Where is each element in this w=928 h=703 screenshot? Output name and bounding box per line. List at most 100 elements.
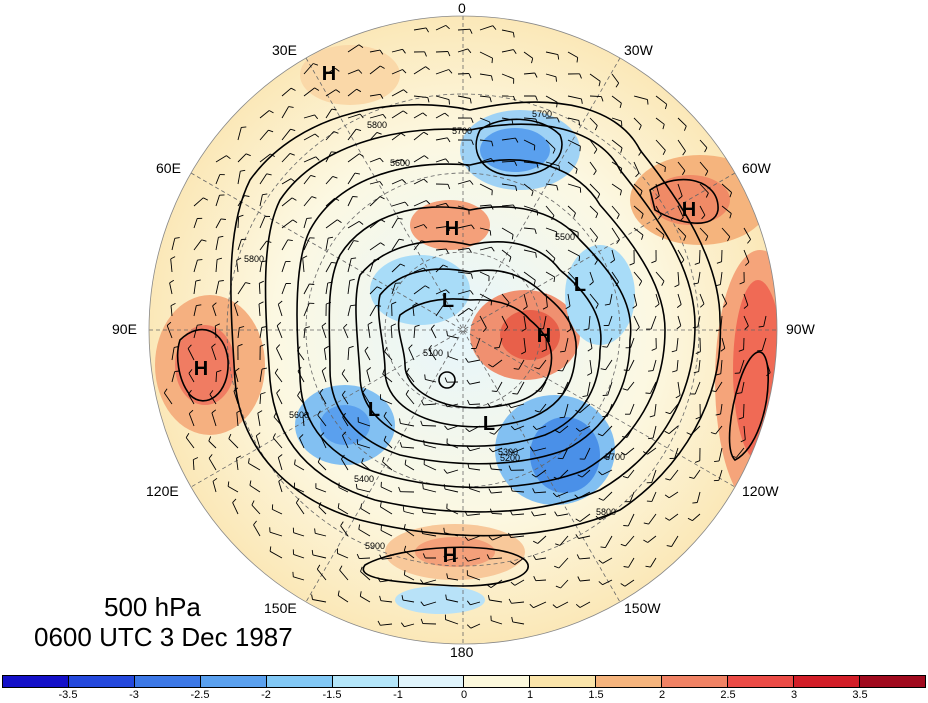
low-center-label: L bbox=[574, 274, 586, 296]
wind-barb-flag bbox=[556, 77, 557, 82]
level-title: 500 hPa bbox=[104, 592, 201, 623]
wind-barb bbox=[744, 404, 745, 417]
wind-barb-flag bbox=[197, 325, 202, 326]
low-center-label: L bbox=[368, 399, 380, 421]
valid-time-title: 0600 UTC 3 Dec 1987 bbox=[34, 622, 293, 653]
wind-barb-flag bbox=[602, 347, 607, 348]
colorbar-tick-label: -3 bbox=[129, 689, 139, 701]
lon-label-120w: 120W bbox=[742, 483, 779, 499]
contour-label: 5800 bbox=[244, 254, 264, 264]
colorbar bbox=[2, 675, 926, 688]
high-center-label: H bbox=[322, 63, 336, 85]
contour-label: 5900 bbox=[365, 541, 385, 551]
lon-label-150w: 150W bbox=[624, 600, 661, 616]
wind-barb-flag bbox=[534, 145, 535, 150]
lon-label-150e: 150E bbox=[264, 600, 297, 616]
wind-barb bbox=[216, 372, 217, 382]
wind-barb-flag bbox=[309, 284, 314, 285]
lon-label-60w: 60W bbox=[742, 160, 771, 176]
wind-barb bbox=[590, 96, 601, 97]
contour-label: 5800 bbox=[367, 120, 387, 130]
colorbar-tick-label: 2.5 bbox=[720, 689, 735, 701]
colorbar-tick-label: 3.5 bbox=[852, 689, 867, 701]
colorbar-box bbox=[135, 676, 201, 687]
contour-label: 5800 bbox=[596, 507, 616, 517]
lon-label-30e: 30E bbox=[272, 42, 297, 58]
wind-barb-flag bbox=[331, 152, 336, 153]
lon-label-120e: 120E bbox=[146, 483, 179, 499]
wind-barb-flag bbox=[665, 167, 666, 172]
wind-barb-flag bbox=[423, 484, 424, 489]
high-center-label: H bbox=[443, 545, 457, 567]
colorbar-tick-label: 2 bbox=[659, 689, 665, 701]
wind-barb-flag bbox=[315, 528, 316, 533]
colorbar-box bbox=[728, 676, 794, 687]
contour-label: 5100 bbox=[423, 348, 443, 358]
wind-barb-flag bbox=[425, 374, 426, 379]
wind-barb-flag bbox=[221, 219, 226, 220]
wind-barb-flag bbox=[175, 371, 180, 372]
colorbar-box bbox=[399, 676, 465, 687]
lon-label-90w: 90W bbox=[786, 321, 815, 337]
colorbar-box bbox=[662, 676, 728, 687]
wind-barb bbox=[492, 513, 502, 514]
lon-label-0: 0 bbox=[458, 0, 466, 16]
colorbar-tick-label: 1 bbox=[527, 689, 533, 701]
colorbar-tick-label: -3.5 bbox=[59, 689, 78, 701]
colorbar-box bbox=[464, 676, 530, 687]
polar-map: 5800 5700 5600 5500 5400 5300 5200 5100 … bbox=[0, 0, 928, 675]
colorbar-box bbox=[596, 676, 662, 687]
colorbar-tick-label: 3 bbox=[791, 689, 797, 701]
high-center-label: H bbox=[194, 358, 208, 380]
wind-barb bbox=[458, 74, 469, 75]
colorbar-box bbox=[201, 676, 267, 687]
wind-barb-flag bbox=[492, 391, 497, 392]
wind-barb bbox=[700, 250, 701, 263]
wind-barb-flag bbox=[351, 305, 356, 306]
colorbar-tick-label: -1 bbox=[393, 689, 403, 701]
colorbar-box bbox=[267, 676, 333, 687]
colorbar-box bbox=[3, 676, 69, 687]
contour-label: 5600 bbox=[289, 410, 309, 420]
wind-barb-flag bbox=[648, 100, 649, 105]
wind-barb bbox=[470, 404, 481, 405]
wind-barb-flag bbox=[648, 371, 653, 372]
lon-label-90e: 90E bbox=[112, 321, 137, 337]
wind-barb-flag bbox=[449, 100, 450, 105]
wind-barb-flag bbox=[692, 503, 697, 504]
low-center-label: L bbox=[442, 290, 454, 312]
contour-label: 5700 bbox=[605, 452, 625, 462]
high-center-label: H bbox=[445, 218, 459, 240]
wind-barb-flag bbox=[381, 526, 382, 531]
wind-barb-flag bbox=[490, 231, 491, 236]
contour-label: 5400 bbox=[354, 474, 374, 484]
colorbar-box bbox=[333, 676, 399, 687]
wind-barb-flag bbox=[492, 58, 493, 63]
wind-barb bbox=[422, 426, 436, 427]
low-center-label: L bbox=[483, 413, 495, 435]
contour-label: 5200 bbox=[500, 453, 520, 463]
contour-label: 5700 bbox=[452, 126, 472, 136]
colorbar-tick-label: -1.5 bbox=[323, 689, 342, 701]
wind-barb bbox=[436, 52, 448, 53]
wind-barb-flag bbox=[403, 507, 404, 512]
lon-label-30w: 30W bbox=[624, 42, 653, 58]
wind-barb bbox=[359, 558, 370, 559]
wind-barb-flag bbox=[197, 260, 202, 261]
colorbar-box bbox=[860, 676, 925, 687]
colorbar-box bbox=[794, 676, 860, 687]
wind-barb-flag bbox=[512, 394, 517, 395]
wind-barb-flag bbox=[241, 127, 246, 128]
contour-label: 5600 bbox=[390, 158, 410, 168]
colorbar-box bbox=[69, 676, 135, 687]
wind-barb-flag bbox=[491, 300, 492, 305]
wind-barb-flag bbox=[404, 570, 405, 575]
wind-barb bbox=[238, 217, 239, 228]
lon-label-180: 180 bbox=[450, 644, 473, 660]
high-center-label: H bbox=[682, 199, 696, 221]
wind-barb-flag bbox=[579, 256, 580, 261]
wind-barb-flag bbox=[558, 458, 563, 459]
high-center-label: H bbox=[537, 325, 551, 347]
colorbar-tick-label: -2 bbox=[261, 689, 271, 701]
